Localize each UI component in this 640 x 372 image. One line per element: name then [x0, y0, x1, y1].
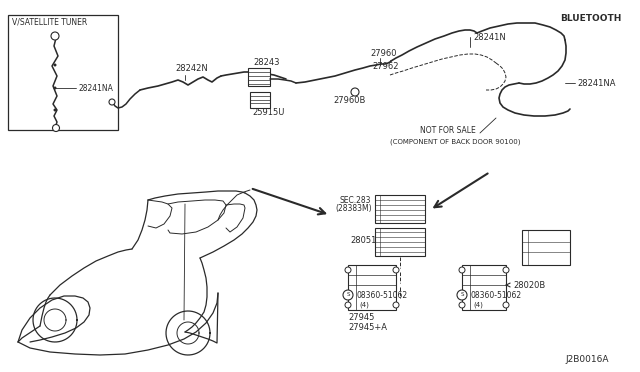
Text: 28242N: 28242N: [175, 64, 208, 73]
Circle shape: [459, 267, 465, 273]
Bar: [348, 265, 396, 310]
Bar: [375, 228, 425, 256]
Text: (4): (4): [359, 302, 369, 308]
Bar: [250, 92, 270, 108]
Bar: [375, 195, 425, 223]
Text: 28020B: 28020B: [513, 280, 545, 289]
Text: 28243: 28243: [253, 58, 280, 67]
Text: BLUETOOTH: BLUETOOTH: [560, 13, 621, 22]
Text: 27945: 27945: [348, 314, 374, 323]
Bar: [462, 265, 506, 310]
Text: 28051: 28051: [350, 235, 376, 244]
Circle shape: [393, 302, 399, 308]
Text: 27962: 27962: [372, 61, 399, 71]
Text: 08360-51062: 08360-51062: [357, 291, 408, 299]
Text: NOT FOR SALE: NOT FOR SALE: [420, 125, 476, 135]
Text: 27960B: 27960B: [333, 96, 365, 105]
Bar: [8, 15, 118, 130]
Circle shape: [54, 87, 56, 90]
Circle shape: [457, 290, 467, 300]
Text: 27945+A: 27945+A: [348, 324, 387, 333]
Circle shape: [503, 302, 509, 308]
Circle shape: [393, 267, 399, 273]
Circle shape: [343, 290, 353, 300]
Text: V/SATELLITE TUNER: V/SATELLITE TUNER: [12, 17, 87, 26]
Text: SEC.283: SEC.283: [340, 196, 371, 205]
Circle shape: [54, 109, 56, 112]
Circle shape: [52, 125, 60, 131]
Text: S: S: [346, 292, 349, 298]
Circle shape: [351, 88, 359, 96]
Text: S: S: [460, 292, 464, 298]
Text: J2B0016A: J2B0016A: [565, 356, 609, 365]
Text: (4): (4): [473, 302, 483, 308]
Circle shape: [51, 32, 59, 40]
Circle shape: [503, 267, 509, 273]
Text: 28241NA: 28241NA: [577, 78, 616, 87]
Circle shape: [54, 64, 56, 67]
Bar: [248, 68, 270, 86]
Circle shape: [109, 99, 115, 105]
Text: 28241NA: 28241NA: [78, 83, 113, 93]
Bar: [522, 230, 570, 265]
Text: 25915U: 25915U: [252, 108, 284, 116]
Text: 08360-51062: 08360-51062: [471, 291, 522, 299]
Text: (COMPONENT OF BACK DOOR 90100): (COMPONENT OF BACK DOOR 90100): [390, 139, 520, 145]
Circle shape: [345, 302, 351, 308]
Circle shape: [459, 302, 465, 308]
Text: 28241N: 28241N: [473, 32, 506, 42]
Text: 27960: 27960: [370, 48, 397, 58]
Circle shape: [345, 267, 351, 273]
Text: (28383M): (28383M): [335, 203, 372, 212]
